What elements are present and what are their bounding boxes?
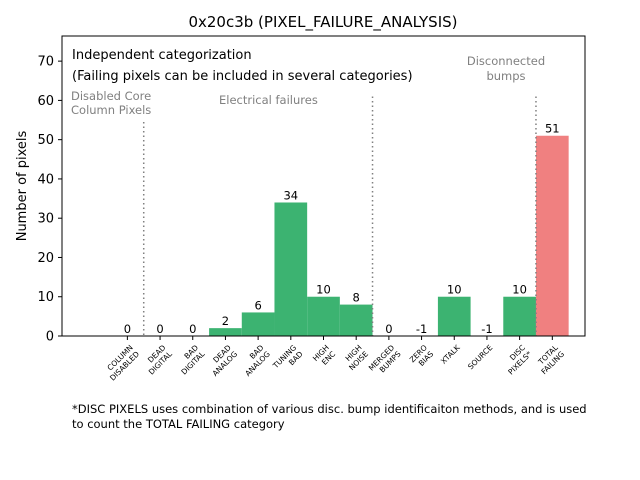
bar — [503, 296, 536, 336]
x-tick-label: ZEROBIAS — [408, 343, 436, 371]
bar-value-label: 2 — [222, 314, 229, 328]
bar-value-label: -1 — [416, 322, 427, 336]
group-label-disabled-2: Column Pixels — [71, 103, 151, 117]
x-tick-label: BADDIGITAL — [173, 342, 207, 376]
bar-value-label: 0 — [189, 322, 196, 336]
group-label-disconnected-1: Disconnected — [467, 54, 545, 68]
y-tick-label: 40 — [37, 172, 54, 187]
x-tick-label: COLUMNDISABLED — [102, 343, 142, 383]
group-label-disabled-1: Disabled Core — [71, 89, 151, 103]
annotation-heading1: Independent categorization — [72, 48, 252, 63]
bar — [307, 296, 340, 336]
y-tick-label: 70 — [37, 55, 54, 70]
footnote-line-2: to count the TOTAL FAILING category — [72, 417, 285, 431]
x-tick-label-line: SOURCE — [466, 343, 494, 371]
bar — [437, 296, 471, 336]
x-tick-label: MERGEDBUMPS — [367, 343, 403, 379]
x-tick-label: XTALK — [439, 342, 463, 366]
bar-value-label: 10 — [512, 283, 527, 297]
bar-value-label: 10 — [447, 283, 462, 297]
bar-value-label: 10 — [316, 283, 331, 297]
y-tick-label: 10 — [37, 290, 54, 305]
chart-title: 0x20c3b (PIXEL_FAILURE_ANALYSIS) — [188, 13, 457, 32]
y-tick-label: 50 — [37, 133, 54, 148]
bar-value-label: 0 — [385, 322, 392, 336]
y-tick-label: 60 — [37, 94, 54, 109]
x-tick-label: HIGHENC — [311, 343, 337, 369]
bar-value-label: 51 — [545, 122, 560, 136]
x-tick-label: HIGHNOISE — [341, 343, 370, 372]
group-label-disconnected-2: bumps — [486, 69, 525, 83]
bar — [339, 304, 373, 336]
x-tick-label: TOTALFAILING — [533, 342, 567, 376]
x-tick-label: SOURCE — [466, 343, 494, 371]
bar — [535, 135, 569, 336]
bar — [274, 202, 308, 336]
x-tick-label-line: XTALK — [439, 342, 463, 366]
group-label-electrical: Electrical failures — [219, 93, 318, 107]
y-tick-label: 0 — [46, 330, 54, 345]
bar-value-label: 8 — [353, 291, 360, 305]
y-tick-label: 30 — [37, 212, 54, 227]
x-tick-label: BADANALOG — [237, 343, 272, 378]
bar — [209, 328, 242, 336]
bar-value-label: 0 — [156, 322, 163, 336]
x-tick-label: DEADDIGITAL — [140, 342, 174, 376]
bar-value-label: 6 — [254, 298, 261, 312]
x-tick-label: DISCPIXELS* — [500, 343, 534, 377]
axes-frame — [61, 35, 586, 337]
bar-value-label: -1 — [481, 322, 492, 336]
footnote-line-1: *DISC PIXELS uses combination of various… — [72, 402, 587, 416]
bar-value-label: 34 — [283, 188, 298, 202]
x-tick-label: DEADANALOG — [204, 343, 239, 378]
x-tick-label: TUNINGBAD — [270, 343, 304, 377]
y-axis-label: Number of pixels — [15, 130, 30, 241]
y-tick-label: 20 — [37, 251, 54, 266]
annotation-heading2: (Failing pixels can be included in sever… — [72, 69, 413, 84]
bar-value-label: 0 — [124, 322, 131, 336]
bar — [241, 312, 275, 336]
